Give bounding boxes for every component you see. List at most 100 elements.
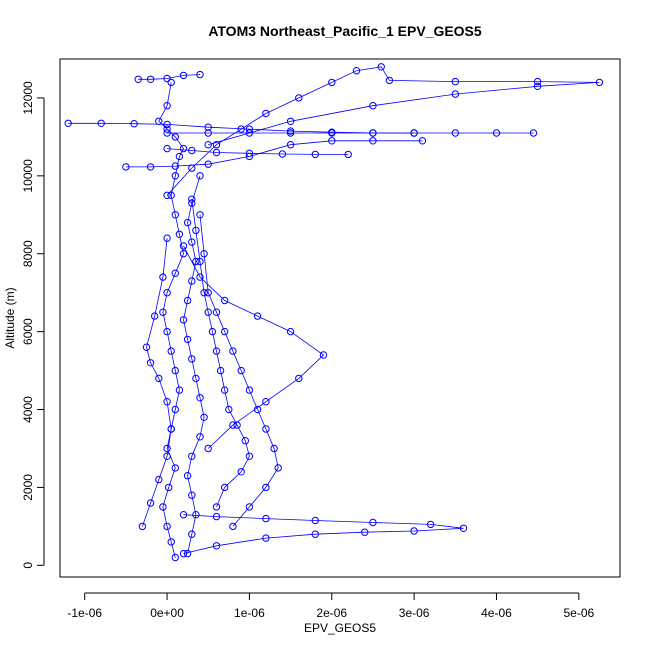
data-point: [245, 152, 254, 161]
data-point: [171, 405, 180, 414]
data-point: [221, 483, 229, 492]
data-point: [130, 120, 138, 128]
x-axis-label: EPV_GEOS5: [304, 621, 376, 635]
data-point: [369, 137, 377, 145]
data-point: [492, 129, 501, 137]
data-point: [212, 542, 221, 550]
data-point: [196, 273, 204, 281]
data-point: [196, 70, 204, 79]
data-point: [377, 63, 385, 71]
data-point: [163, 120, 171, 129]
data-point: [262, 398, 270, 406]
data-point: [146, 75, 155, 84]
data-point: [122, 163, 130, 171]
x-tick-label: 4e-06: [481, 606, 512, 620]
data-point: [163, 234, 171, 242]
data-point: [229, 421, 237, 429]
series-line-9: [68, 122, 415, 134]
data-point: [64, 119, 72, 128]
data-point: [171, 464, 180, 472]
series-line-1: [158, 82, 184, 558]
data-point: [361, 528, 369, 536]
data-point: [319, 351, 328, 359]
data-point: [229, 347, 237, 355]
data-point: [155, 117, 163, 126]
data-point: [179, 549, 188, 558]
data-point: [196, 211, 204, 219]
data-point: [595, 78, 604, 87]
data-point: [183, 472, 192, 480]
data-point: [212, 503, 221, 511]
x-axis: -1e-06 0e+00 1e-06 2e-06 3e-06 4e-06 5e-06: [67, 592, 594, 620]
data-point: [253, 405, 262, 414]
data-point: [196, 394, 204, 402]
data-point: [295, 94, 303, 102]
data-point: [192, 374, 200, 383]
data-point: [328, 129, 336, 137]
data-point: [146, 163, 155, 171]
data-point: [179, 242, 188, 250]
data-point: [418, 137, 427, 145]
data-point: [344, 150, 352, 159]
data-point: [212, 347, 221, 355]
data-point: [245, 129, 254, 137]
data-point: [163, 125, 171, 133]
data-point: [245, 125, 254, 133]
data-point: [212, 148, 221, 157]
data-point: [163, 327, 171, 336]
data-point: [175, 386, 184, 394]
data-point: [163, 522, 171, 531]
data-point: [163, 289, 171, 297]
series-line-12: [167, 148, 349, 155]
data-point: [204, 141, 212, 149]
data-point: [188, 146, 196, 155]
data-point: [410, 129, 418, 137]
series-lines: [68, 66, 600, 558]
data-point: [270, 444, 278, 453]
data-point: [188, 238, 196, 246]
data-point: [167, 425, 175, 433]
series-line-4: [199, 214, 279, 527]
y-tick-label: 8000: [21, 240, 35, 267]
data-point: [183, 335, 192, 344]
data-point: [212, 512, 221, 521]
data-point: [529, 129, 538, 137]
data-point: [212, 308, 221, 316]
y-tick-label: 4000: [21, 396, 35, 423]
data-point: [245, 149, 254, 158]
data-point: [274, 464, 282, 472]
data-point: [245, 503, 254, 511]
data-point: [200, 289, 208, 297]
series-points: [64, 63, 604, 562]
data-point: [216, 366, 225, 375]
data-point: [262, 514, 270, 523]
data-point: [369, 518, 377, 527]
data-point: [200, 413, 208, 421]
data-point: [196, 172, 204, 180]
data-point: [204, 308, 212, 316]
data-point: [286, 141, 295, 149]
y-tick-label: 12000: [21, 81, 35, 115]
data-point: [225, 405, 233, 414]
chart-title: ATOM3 Northeast_Pacific_1 EPV_GEOS5: [208, 23, 482, 39]
data-point: [221, 296, 229, 305]
data-point: [146, 499, 155, 507]
data-point: [204, 444, 212, 453]
data-point: [278, 150, 287, 158]
y-axis-label: Altitude (m): [3, 287, 17, 348]
data-point: [167, 78, 175, 87]
series-line-7: [183, 514, 464, 554]
data-point: [311, 516, 319, 525]
data-point: [295, 374, 303, 383]
data-point: [208, 327, 217, 336]
data-point: [163, 444, 171, 453]
data-point: [179, 316, 188, 324]
data-point: [188, 491, 196, 499]
data-point: [97, 119, 105, 128]
data-point: [385, 76, 394, 85]
data-point: [204, 160, 212, 168]
data-point: [451, 129, 459, 137]
data-point: [262, 425, 270, 433]
data-point: [311, 150, 319, 159]
x-tick-label: 5e-06: [563, 606, 594, 620]
